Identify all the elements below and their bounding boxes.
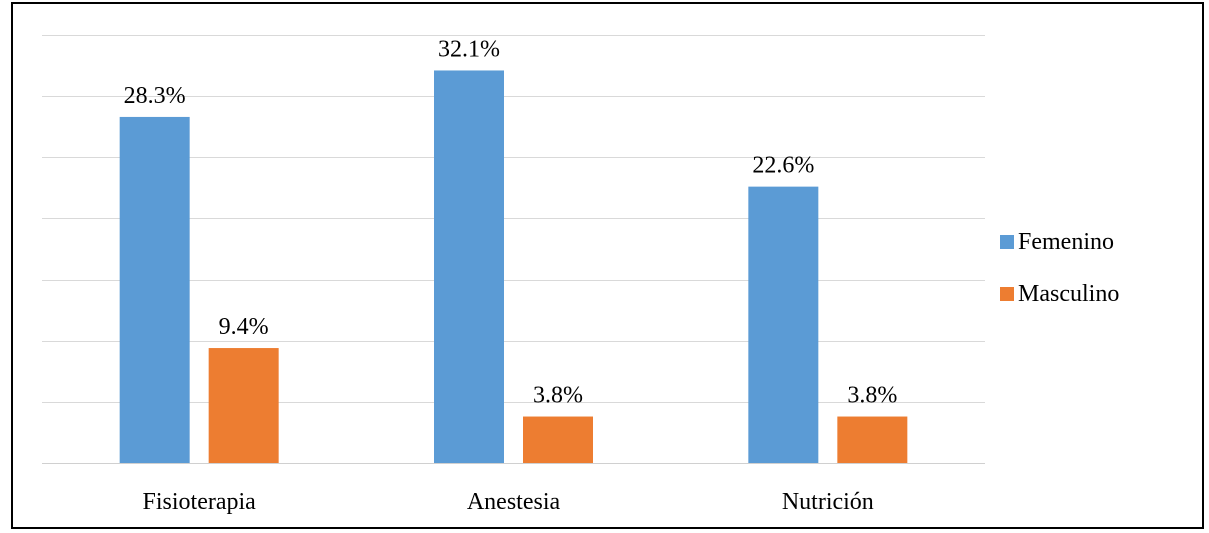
data-label: 28.3% (124, 83, 186, 109)
legend-swatch-femenino (1000, 235, 1014, 249)
data-label: 32.1% (438, 36, 500, 62)
bar-femenino-2 (748, 186, 819, 464)
legend-label-femenino: Femenino (1018, 229, 1114, 255)
bar-femenino-1 (434, 70, 504, 463)
x-tick-label: Anestesia (467, 489, 561, 515)
legend-swatch-masculino (1000, 287, 1014, 301)
data-label: 22.6% (752, 153, 814, 179)
bar-femenino-0 (119, 116, 190, 463)
bar-masculino-2 (837, 416, 908, 463)
data-label: 9.4% (219, 314, 269, 340)
bar-masculino-0 (208, 348, 279, 463)
bar-masculino-1 (523, 416, 593, 463)
data-label: 3.8% (533, 383, 583, 409)
x-tick-label: Nutrición (782, 489, 874, 515)
legend-label-masculino: Masculino (1018, 281, 1119, 307)
data-label: 3.8% (847, 383, 897, 409)
x-tick-label: Fisioterapia (143, 489, 257, 515)
